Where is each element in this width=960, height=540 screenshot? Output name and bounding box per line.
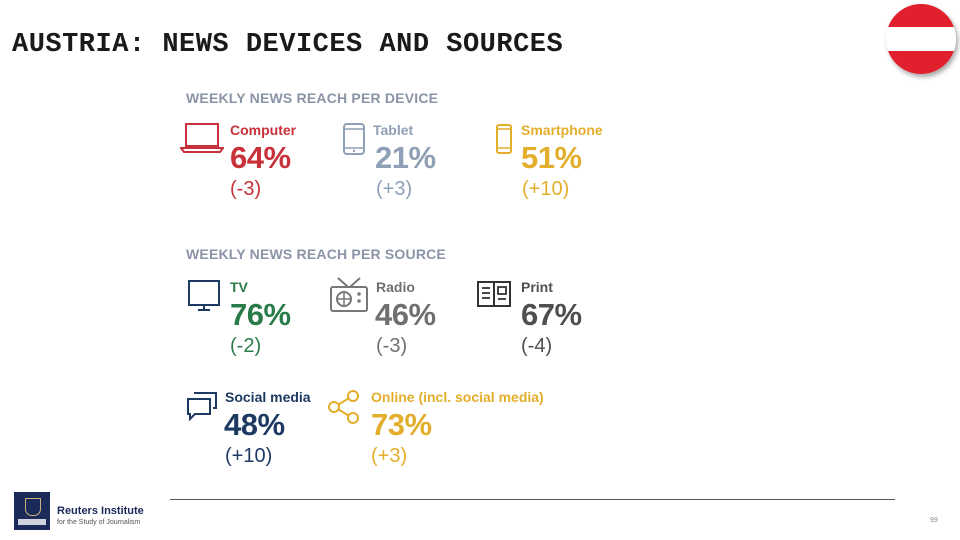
chat-bubbles-icon xyxy=(185,390,219,422)
institute-subtitle: for the Study of Journalism xyxy=(57,519,141,526)
laptop-icon xyxy=(180,121,224,155)
source-value-print: 67% xyxy=(521,297,582,332)
source-label-online: Online (incl. social media) xyxy=(371,389,544,405)
source-value-social-media: 48% xyxy=(224,407,285,442)
source-value-online: 73% xyxy=(371,407,432,442)
source-change-radio: (-3) xyxy=(376,335,408,357)
device-label-computer: Computer xyxy=(230,122,297,138)
page-title: AUSTRIA: NEWS DEVICES AND SOURCES xyxy=(12,30,564,60)
austria-flag-icon xyxy=(886,4,956,74)
tv-icon xyxy=(186,278,222,314)
radio-icon xyxy=(328,275,370,313)
footer-divider xyxy=(170,499,895,500)
device-value-computer: 64% xyxy=(230,140,291,175)
source-label-print: Print xyxy=(521,279,553,295)
institute-name: Reuters Institute xyxy=(57,505,144,517)
device-value-tablet: 21% xyxy=(375,140,436,175)
share-icon xyxy=(326,389,362,425)
source-change-online: (+3) xyxy=(371,445,408,467)
device-label-tablet: Tablet xyxy=(373,122,414,138)
newspaper-icon xyxy=(476,280,512,308)
source-label-tv: TV xyxy=(230,279,248,295)
device-label-smartphone: Smartphone xyxy=(521,122,603,138)
device-change-tablet: (+3) xyxy=(376,178,413,200)
source-value-radio: 46% xyxy=(375,297,436,332)
source-value-tv: 76% xyxy=(230,297,291,332)
smartphone-icon xyxy=(495,123,513,155)
source-label-radio: Radio xyxy=(376,279,415,295)
device-change-smartphone: (+10) xyxy=(522,178,570,200)
device-change-computer: (-3) xyxy=(230,178,262,200)
devices-heading: WEEKLY NEWS REACH PER DEVICE xyxy=(186,90,439,106)
source-change-print: (-4) xyxy=(521,335,553,357)
page-number: 99 xyxy=(930,517,938,524)
tablet-icon xyxy=(342,122,366,156)
sources-heading: WEEKLY NEWS REACH PER SOURCE xyxy=(186,246,446,262)
source-change-tv: (-2) xyxy=(230,335,262,357)
source-change-social-media: (+10) xyxy=(225,445,273,467)
source-label-social-media: Social media xyxy=(225,389,311,405)
device-value-smartphone: 51% xyxy=(521,140,582,175)
oxford-crest-logo xyxy=(14,492,50,530)
